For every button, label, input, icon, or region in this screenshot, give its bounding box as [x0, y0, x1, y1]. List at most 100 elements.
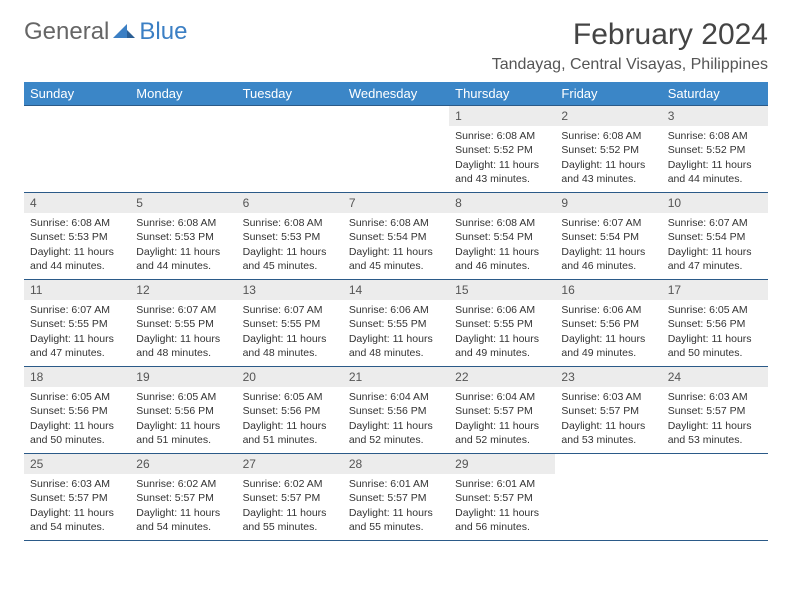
sunrise-line: Sunrise: 6:02 AM	[136, 477, 230, 491]
day-body: Sunrise: 6:05 AMSunset: 5:56 PMDaylight:…	[24, 387, 130, 453]
day-cell	[343, 106, 449, 192]
dow-cell: Monday	[130, 82, 236, 105]
daylight-line: Daylight: 11 hours and 45 minutes.	[243, 245, 337, 273]
day-body: Sunrise: 6:07 AMSunset: 5:54 PMDaylight:…	[662, 213, 768, 279]
sunrise-line: Sunrise: 6:07 AM	[561, 216, 655, 230]
sunset-line: Sunset: 5:57 PM	[243, 491, 337, 505]
sunset-line: Sunset: 5:57 PM	[136, 491, 230, 505]
day-cell	[237, 106, 343, 192]
sunset-line: Sunset: 5:54 PM	[668, 230, 762, 244]
day-number: 13	[237, 280, 343, 300]
daylight-line: Daylight: 11 hours and 49 minutes.	[455, 332, 549, 360]
week-row: 11Sunrise: 6:07 AMSunset: 5:55 PMDayligh…	[24, 279, 768, 366]
daylight-line: Daylight: 11 hours and 46 minutes.	[561, 245, 655, 273]
day-cell	[130, 106, 236, 192]
day-number: 18	[24, 367, 130, 387]
sunrise-line: Sunrise: 6:07 AM	[136, 303, 230, 317]
sunset-line: Sunset: 5:52 PM	[455, 143, 549, 157]
sunset-line: Sunset: 5:53 PM	[136, 230, 230, 244]
day-body: Sunrise: 6:03 AMSunset: 5:57 PMDaylight:…	[24, 474, 130, 540]
sunset-line: Sunset: 5:56 PM	[243, 404, 337, 418]
dow-cell: Sunday	[24, 82, 130, 105]
sunrise-line: Sunrise: 6:06 AM	[455, 303, 549, 317]
sunrise-line: Sunrise: 6:08 AM	[349, 216, 443, 230]
day-number: 23	[555, 367, 661, 387]
day-cell: 25Sunrise: 6:03 AMSunset: 5:57 PMDayligh…	[24, 454, 130, 540]
day-number: 8	[449, 193, 555, 213]
day-cell: 26Sunrise: 6:02 AMSunset: 5:57 PMDayligh…	[130, 454, 236, 540]
weeks-container: 1Sunrise: 6:08 AMSunset: 5:52 PMDaylight…	[24, 105, 768, 541]
daylight-line: Daylight: 11 hours and 44 minutes.	[668, 158, 762, 186]
daylight-line: Daylight: 11 hours and 54 minutes.	[30, 506, 124, 534]
day-body: Sunrise: 6:02 AMSunset: 5:57 PMDaylight:…	[130, 474, 236, 540]
sunrise-line: Sunrise: 6:01 AM	[455, 477, 549, 491]
day-number: 21	[343, 367, 449, 387]
dow-cell: Thursday	[449, 82, 555, 105]
calendar-table: Sunday Monday Tuesday Wednesday Thursday…	[24, 82, 768, 541]
sunrise-line: Sunrise: 6:07 AM	[30, 303, 124, 317]
sunset-line: Sunset: 5:56 PM	[561, 317, 655, 331]
day-number: 2	[555, 106, 661, 126]
day-cell: 9Sunrise: 6:07 AMSunset: 5:54 PMDaylight…	[555, 193, 661, 279]
day-body: Sunrise: 6:05 AMSunset: 5:56 PMDaylight:…	[130, 387, 236, 453]
sunset-line: Sunset: 5:55 PM	[455, 317, 549, 331]
day-body: Sunrise: 6:07 AMSunset: 5:55 PMDaylight:…	[24, 300, 130, 366]
dow-cell: Tuesday	[237, 82, 343, 105]
day-body: Sunrise: 6:08 AMSunset: 5:52 PMDaylight:…	[555, 126, 661, 192]
day-body: Sunrise: 6:04 AMSunset: 5:57 PMDaylight:…	[449, 387, 555, 453]
day-number: 20	[237, 367, 343, 387]
daylight-line: Daylight: 11 hours and 50 minutes.	[30, 419, 124, 447]
week-row: 25Sunrise: 6:03 AMSunset: 5:57 PMDayligh…	[24, 453, 768, 541]
day-cell: 21Sunrise: 6:04 AMSunset: 5:56 PMDayligh…	[343, 367, 449, 453]
day-cell: 6Sunrise: 6:08 AMSunset: 5:53 PMDaylight…	[237, 193, 343, 279]
daylight-line: Daylight: 11 hours and 51 minutes.	[136, 419, 230, 447]
dow-cell: Friday	[555, 82, 661, 105]
sunrise-line: Sunrise: 6:01 AM	[349, 477, 443, 491]
day-cell: 3Sunrise: 6:08 AMSunset: 5:52 PMDaylight…	[662, 106, 768, 192]
day-number: 24	[662, 367, 768, 387]
day-body: Sunrise: 6:07 AMSunset: 5:55 PMDaylight:…	[130, 300, 236, 366]
day-number: 6	[237, 193, 343, 213]
daylight-line: Daylight: 11 hours and 47 minutes.	[668, 245, 762, 273]
sunrise-line: Sunrise: 6:03 AM	[668, 390, 762, 404]
sunrise-line: Sunrise: 6:04 AM	[349, 390, 443, 404]
day-body: Sunrise: 6:08 AMSunset: 5:53 PMDaylight:…	[24, 213, 130, 279]
daylight-line: Daylight: 11 hours and 44 minutes.	[136, 245, 230, 273]
sunset-line: Sunset: 5:56 PM	[30, 404, 124, 418]
day-cell: 11Sunrise: 6:07 AMSunset: 5:55 PMDayligh…	[24, 280, 130, 366]
day-body: Sunrise: 6:03 AMSunset: 5:57 PMDaylight:…	[662, 387, 768, 453]
day-body: Sunrise: 6:03 AMSunset: 5:57 PMDaylight:…	[555, 387, 661, 453]
day-of-week-header: Sunday Monday Tuesday Wednesday Thursday…	[24, 82, 768, 105]
day-cell: 16Sunrise: 6:06 AMSunset: 5:56 PMDayligh…	[555, 280, 661, 366]
sunset-line: Sunset: 5:56 PM	[136, 404, 230, 418]
sunrise-line: Sunrise: 6:08 AM	[136, 216, 230, 230]
sunset-line: Sunset: 5:57 PM	[349, 491, 443, 505]
daylight-line: Daylight: 11 hours and 53 minutes.	[668, 419, 762, 447]
day-cell: 19Sunrise: 6:05 AMSunset: 5:56 PMDayligh…	[130, 367, 236, 453]
sunrise-line: Sunrise: 6:05 AM	[243, 390, 337, 404]
sunset-line: Sunset: 5:55 PM	[243, 317, 337, 331]
day-body: Sunrise: 6:08 AMSunset: 5:52 PMDaylight:…	[662, 126, 768, 192]
day-number: 16	[555, 280, 661, 300]
daylight-line: Daylight: 11 hours and 47 minutes.	[30, 332, 124, 360]
day-body: Sunrise: 6:05 AMSunset: 5:56 PMDaylight:…	[237, 387, 343, 453]
day-cell: 24Sunrise: 6:03 AMSunset: 5:57 PMDayligh…	[662, 367, 768, 453]
day-number: 29	[449, 454, 555, 474]
day-cell: 28Sunrise: 6:01 AMSunset: 5:57 PMDayligh…	[343, 454, 449, 540]
day-cell: 8Sunrise: 6:08 AMSunset: 5:54 PMDaylight…	[449, 193, 555, 279]
sunrise-line: Sunrise: 6:08 AM	[455, 216, 549, 230]
logo: General Blue	[24, 18, 187, 46]
sunset-line: Sunset: 5:57 PM	[455, 491, 549, 505]
day-cell: 27Sunrise: 6:02 AMSunset: 5:57 PMDayligh…	[237, 454, 343, 540]
day-number: 28	[343, 454, 449, 474]
day-number: 5	[130, 193, 236, 213]
logo-text-2: Blue	[139, 18, 187, 46]
day-number: 9	[555, 193, 661, 213]
daylight-line: Daylight: 11 hours and 43 minutes.	[561, 158, 655, 186]
day-body: Sunrise: 6:07 AMSunset: 5:54 PMDaylight:…	[555, 213, 661, 279]
sunrise-line: Sunrise: 6:07 AM	[243, 303, 337, 317]
title-block: February 2024 Tandayag, Central Visayas,…	[492, 18, 768, 74]
day-cell: 29Sunrise: 6:01 AMSunset: 5:57 PMDayligh…	[449, 454, 555, 540]
sunrise-line: Sunrise: 6:08 AM	[561, 129, 655, 143]
sunrise-line: Sunrise: 6:04 AM	[455, 390, 549, 404]
